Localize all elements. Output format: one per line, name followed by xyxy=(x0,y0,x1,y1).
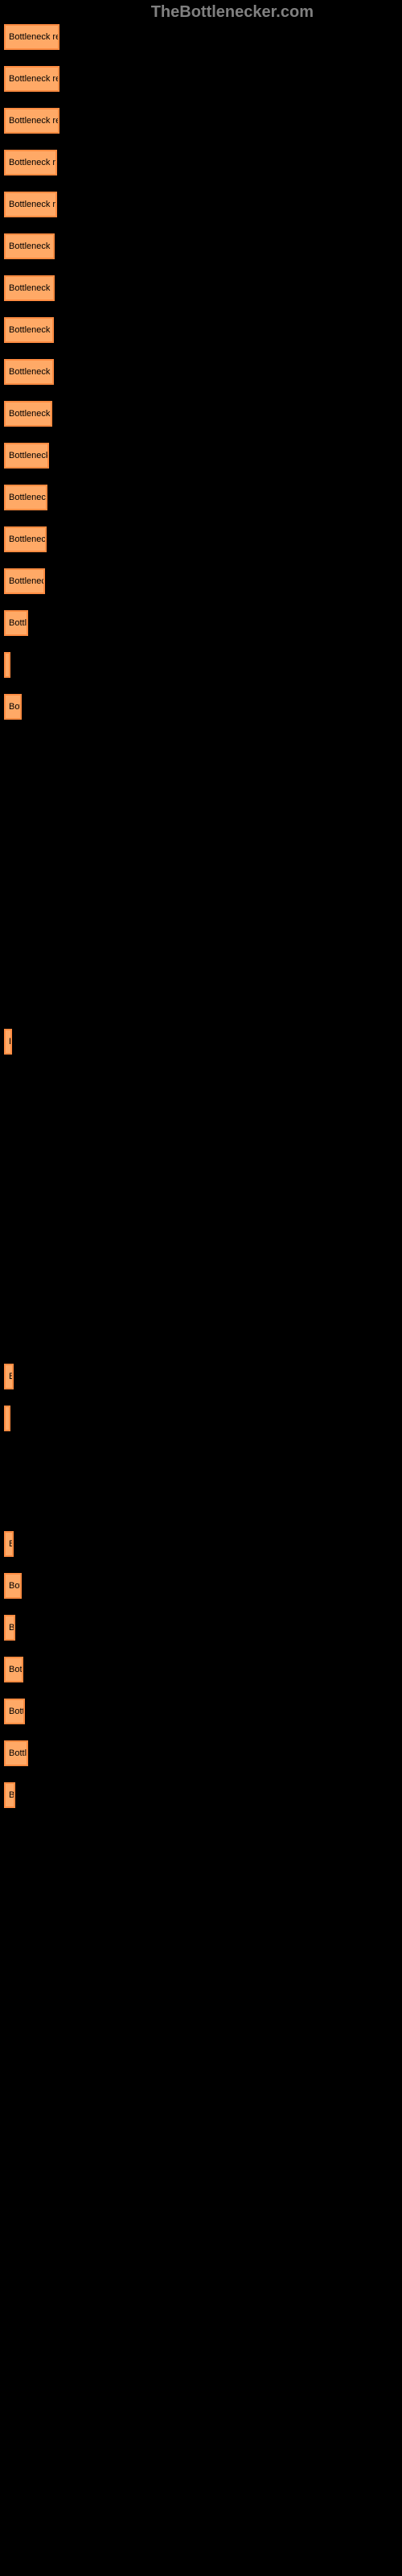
bar: Bo xyxy=(4,1782,15,1808)
bar-label: Bo xyxy=(9,1790,15,1800)
bar-row: Bottl xyxy=(0,1649,402,1690)
bar-row xyxy=(0,979,402,1021)
bar-label: Bott xyxy=(9,702,22,712)
bar: B xyxy=(4,1364,14,1389)
bar-label: B xyxy=(9,1372,14,1381)
bar-label: Bottleneck re xyxy=(9,158,57,167)
bar-row: B xyxy=(0,1356,402,1397)
bar-row xyxy=(0,1272,402,1314)
bar-row xyxy=(0,1146,402,1188)
bar-row: Bo xyxy=(0,1774,402,1816)
bar-row xyxy=(0,937,402,979)
bar: Bottleneck re xyxy=(4,275,55,301)
bar-row xyxy=(0,811,402,853)
bar: Bottleneck res xyxy=(4,108,59,134)
bar: Bottleneck re xyxy=(4,150,57,175)
bar: Bottleneck res xyxy=(4,66,59,92)
bar-row: Bottleneck re xyxy=(0,351,402,393)
bar-row: Bottleneck re xyxy=(0,225,402,267)
bar: Bottleneck re xyxy=(4,359,54,385)
bar-label: Bottleneck xyxy=(9,535,47,544)
bar-label: B xyxy=(9,1539,14,1549)
bar-row xyxy=(0,1063,402,1104)
bar-row: Bottleneck xyxy=(0,435,402,477)
bar-row xyxy=(0,644,402,686)
bar-row: Bottleneck re xyxy=(0,267,402,309)
bar: Bottleneck xyxy=(4,485,47,510)
bar: B xyxy=(4,1531,14,1557)
bar: B xyxy=(4,1029,12,1055)
bar: Bottleneck re xyxy=(4,192,57,217)
bar-row: B xyxy=(0,1523,402,1565)
bar xyxy=(4,652,10,678)
bar-label: Bottleneck res xyxy=(9,74,59,84)
bar-row: Bottleneck xyxy=(0,477,402,518)
bar-row xyxy=(0,1439,402,1481)
bar-label: Bottl xyxy=(9,1665,23,1674)
bar-label: B xyxy=(9,1037,12,1046)
bar-row: Bottl xyxy=(0,1690,402,1732)
bar-row: Bott xyxy=(0,686,402,728)
bar: Bottle xyxy=(4,1740,28,1766)
bar-row: Bottleneck xyxy=(0,518,402,560)
bar: Bott xyxy=(4,694,22,720)
bar-row: B xyxy=(0,1021,402,1063)
bar-row: Bottle xyxy=(0,602,402,644)
bar-label: Bottle xyxy=(9,1748,28,1758)
bar: Bott xyxy=(4,1573,22,1599)
bar-row: Bottleneck res xyxy=(0,16,402,58)
bar-label: Bottleneck xyxy=(9,576,45,586)
bar-label: Bottleneck re xyxy=(9,367,54,377)
bar: Bottle xyxy=(4,610,28,636)
bar-label: Bottleneck r xyxy=(9,409,52,419)
bar-row xyxy=(0,1230,402,1272)
bar: Bottl xyxy=(4,1657,23,1682)
bar-label: Bottleneck xyxy=(9,451,49,460)
bar: Bottleneck r xyxy=(4,401,52,427)
bar-row xyxy=(0,1188,402,1230)
bar-row: Bottleneck re xyxy=(0,309,402,351)
bar-label: Bott xyxy=(9,1581,22,1591)
bar-label: Bottle xyxy=(9,618,28,628)
watermark-text: TheBottlenecker.com xyxy=(151,3,314,22)
bar-row: Bottleneck xyxy=(0,560,402,602)
bar: Bottleneck xyxy=(4,568,45,594)
bar: Bottleneck res xyxy=(4,24,59,50)
bar-label: Bottleneck res xyxy=(9,32,59,42)
bar-row: Bottleneck res xyxy=(0,58,402,100)
bar-row xyxy=(0,770,402,811)
bar-label: Bo xyxy=(9,1623,15,1633)
bar-row xyxy=(0,1314,402,1356)
bar: Bottleneck re xyxy=(4,233,55,259)
bar-row: Bottleneck re xyxy=(0,142,402,184)
bar-row xyxy=(0,1397,402,1439)
bar-row: Bottle xyxy=(0,1732,402,1774)
bar-label: Bottleneck re xyxy=(9,200,57,209)
bar xyxy=(4,1406,10,1431)
bar-row xyxy=(0,1481,402,1523)
bar: Bottleneck re xyxy=(4,317,54,343)
bar-row: Bottleneck res xyxy=(0,100,402,142)
bar-label: Bottleneck re xyxy=(9,242,55,251)
bar-row: Bott xyxy=(0,1565,402,1607)
bar-row xyxy=(0,728,402,770)
bar-row xyxy=(0,895,402,937)
bar-label: Bottleneck res xyxy=(9,116,59,126)
bar: Bo xyxy=(4,1615,15,1641)
bar-row: Bottleneck re xyxy=(0,184,402,225)
bar-label: Bottleneck re xyxy=(9,325,54,335)
bar-label: Bottleneck re xyxy=(9,283,55,293)
bar-row xyxy=(0,853,402,895)
bar: Bottleneck xyxy=(4,526,47,552)
bar: Bottl xyxy=(4,1699,25,1724)
bar-row xyxy=(0,1104,402,1146)
bar-label: Bottleneck xyxy=(9,493,47,502)
bottleneck-bar-chart: Bottleneck res Bottleneck res Bottleneck r… xyxy=(0,0,402,1816)
bar-label: Bottl xyxy=(9,1707,25,1716)
bar: Bottleneck xyxy=(4,443,49,469)
bar-row: Bo xyxy=(0,1607,402,1649)
bar-row: Bottleneck r xyxy=(0,393,402,435)
